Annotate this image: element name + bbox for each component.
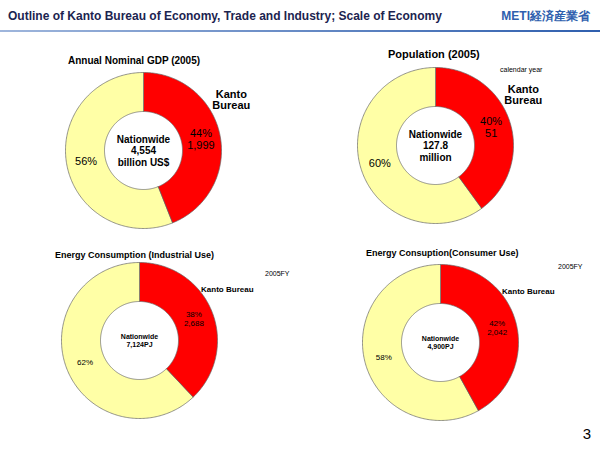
html-text:2005FY: 2005FY	[558, 263, 583, 270]
svg-text:Nationwide127.8million: Nationwide127.8million	[409, 129, 463, 163]
svg-text:42%2,042: 42%2,042	[487, 319, 508, 336]
svg-text:40%51: 40%51	[480, 115, 502, 139]
svg-text:44%1,999: 44%1,999	[187, 127, 215, 151]
svg-text:38%2,688: 38%2,688	[184, 310, 205, 327]
html-text:Outline of Kanto Bureau of Eco: Outline of Kanto Bureau of Economy, Trad…	[8, 9, 442, 23]
svg-text:58%: 58%	[376, 353, 392, 362]
html-text:Energy Consumption (Industrial: Energy Consumption (Industrial Use)	[55, 250, 214, 260]
svg-text:56%: 56%	[75, 155, 97, 167]
svg-text:Kanto Bureau: Kanto Bureau	[201, 285, 254, 294]
svg-text:60%: 60%	[369, 157, 391, 169]
svg-text:Nationwide4,900PJ: Nationwide4,900PJ	[422, 335, 459, 351]
svg-text:Kanto Bureau: Kanto Bureau	[502, 287, 555, 296]
html-text:Energy Consuption(Consumer Use: Energy Consuption(Consumer Use)	[366, 248, 519, 258]
svg-text:62%: 62%	[77, 358, 93, 367]
svg-text:Nationwide4,554billion US$: Nationwide4,554billion US$	[117, 134, 171, 168]
html-text:METI経済産業省: METI経済産業省	[501, 9, 590, 23]
svg-text:KantoBureau: KantoBureau	[504, 83, 542, 106]
html-text:Annual Nominal GDP (2005): Annual Nominal GDP (2005)	[68, 55, 201, 66]
html-text:3: 3	[582, 425, 591, 442]
svg-text:KantoBureau: KantoBureau	[212, 88, 250, 111]
html-text:calendar year: calendar year	[500, 66, 543, 73]
svg-text:Nationwide7,124PJ: Nationwide7,124PJ	[121, 333, 158, 349]
html-text:2005FY: 2005FY	[265, 270, 290, 277]
html-text:Population (2005): Population (2005)	[388, 48, 480, 60]
